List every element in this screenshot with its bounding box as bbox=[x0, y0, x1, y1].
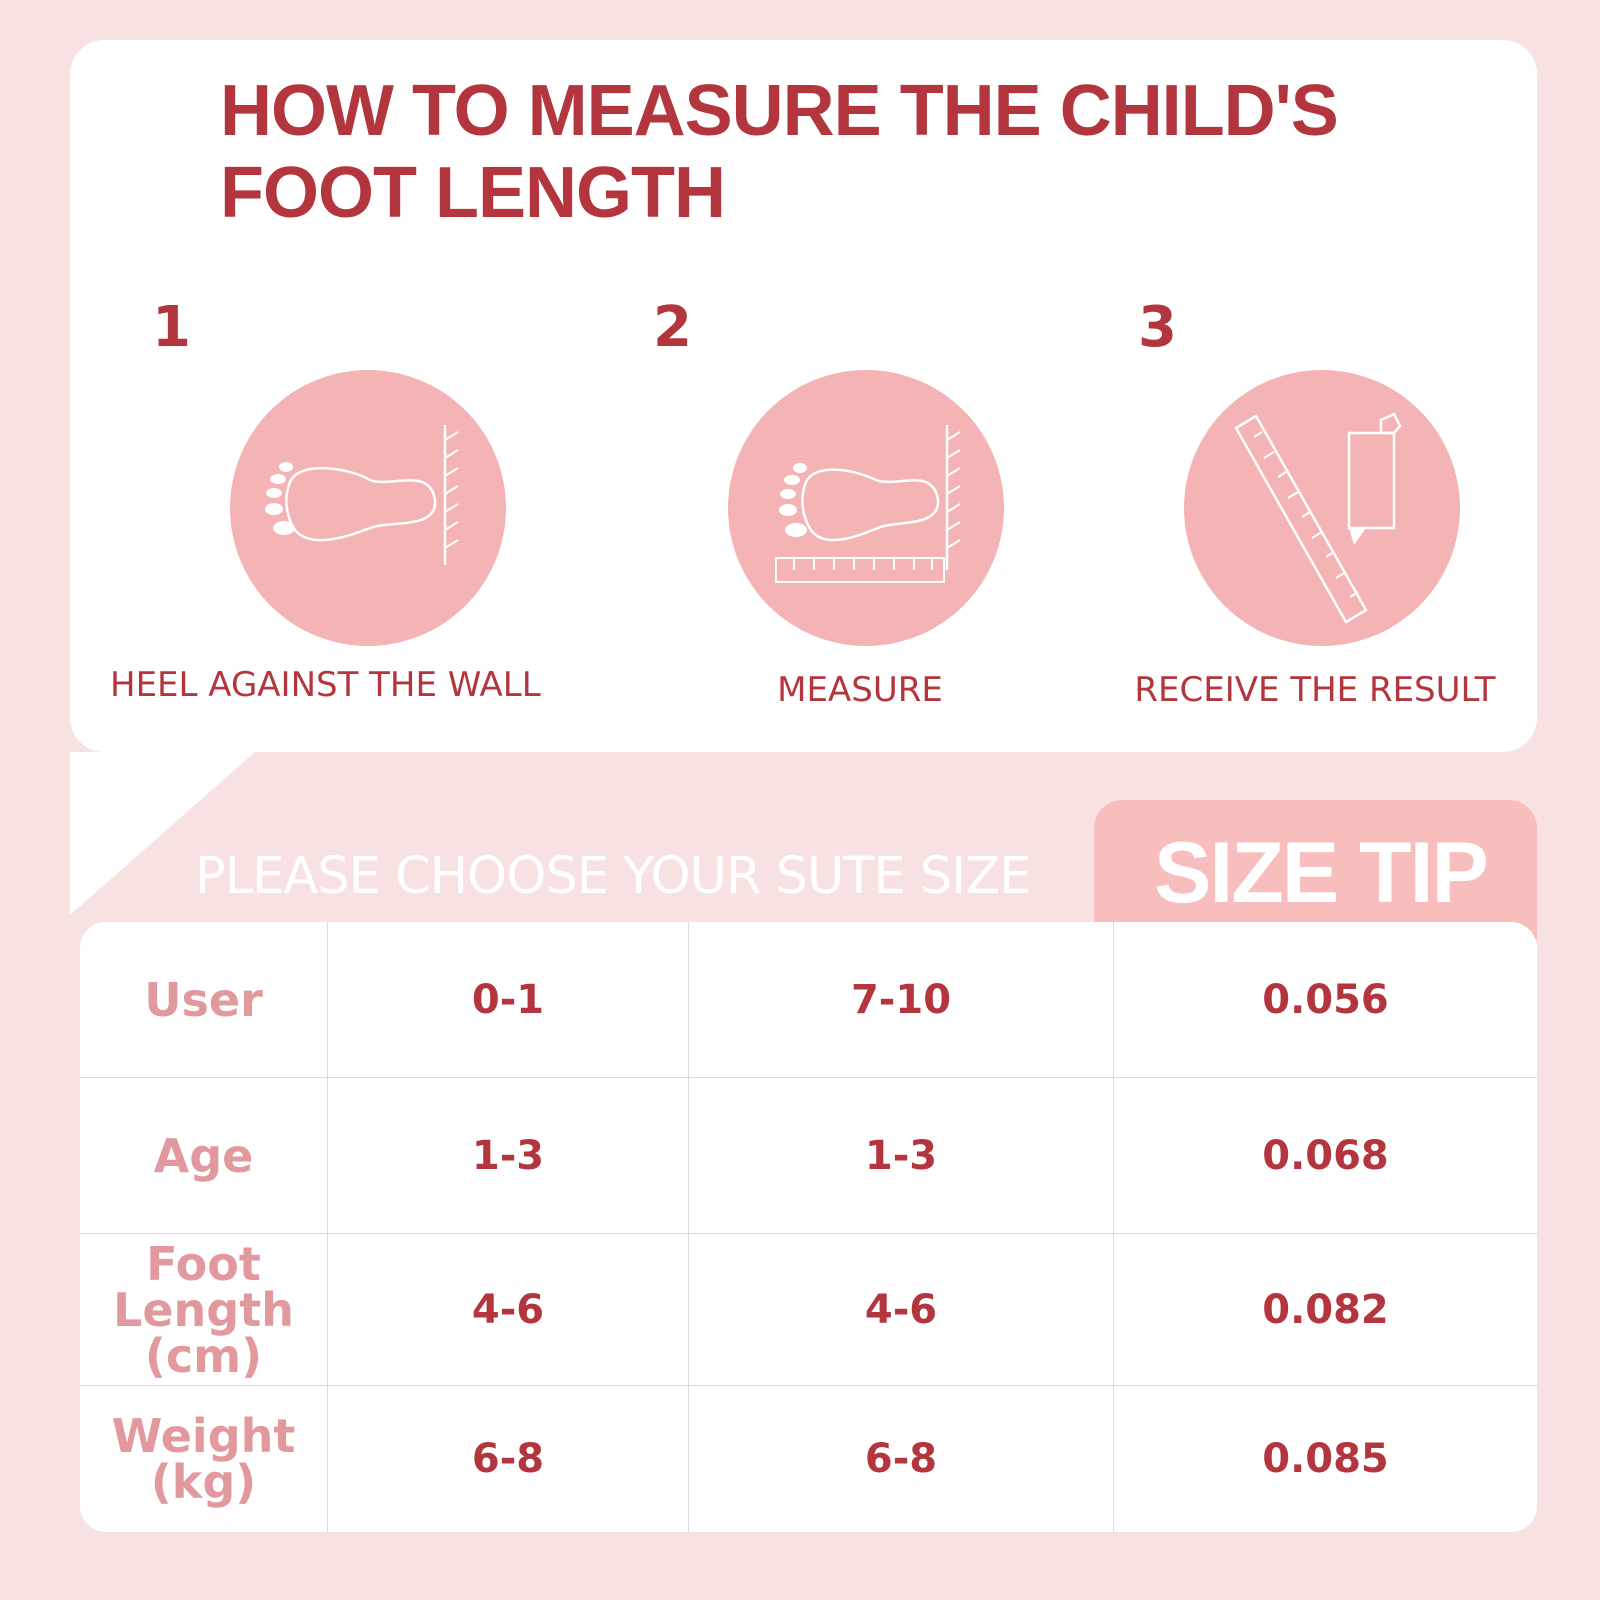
table-cell: 6-8 bbox=[688, 1386, 1113, 1532]
table-row: Weight (kg) 6-8 6-8 0.085 bbox=[80, 1386, 1537, 1532]
row-header-user: User bbox=[144, 972, 263, 1027]
step-2: 2 bbox=[610, 295, 1110, 735]
step-1-circle bbox=[230, 370, 506, 646]
table-row: Foot Length (cm) 4-6 4-6 0.082 bbox=[80, 1234, 1537, 1386]
step-3-number: 3 bbox=[1138, 295, 1177, 360]
size-tip-title: SIZE TIP bbox=[1154, 825, 1489, 921]
row-header-foot-length: Foot Length (cm) bbox=[113, 1236, 294, 1383]
card-corner-pointer bbox=[70, 752, 255, 915]
table-cell: 0-1 bbox=[327, 922, 688, 1077]
size-table: User 0-1 7-10 0.056 Age 1-3 1-3 0.068 Fo… bbox=[80, 922, 1537, 1532]
table-cell: 7-10 bbox=[688, 922, 1113, 1077]
step-1-label: HEEL AGAINST THE WALL bbox=[110, 665, 541, 705]
step-3-circle bbox=[1184, 370, 1460, 646]
step-3: 3 RECEIVE THE RESUL bbox=[1080, 295, 1580, 735]
row-header-age: Age bbox=[153, 1128, 254, 1183]
size-tip-tab: SIZE TIP bbox=[1094, 800, 1537, 940]
table-row: User 0-1 7-10 0.056 bbox=[80, 922, 1537, 1078]
table-cell: 0.068 bbox=[1113, 1078, 1537, 1233]
table-cell: 0.056 bbox=[1113, 922, 1537, 1077]
ruler-and-pencil-icon bbox=[1234, 412, 1402, 624]
instructions-card: HOW TO MEASURE THE CHILD'S FOOT LENGTH 1 bbox=[70, 40, 1537, 752]
step-1-number: 1 bbox=[152, 295, 191, 360]
table-row: Age 1-3 1-3 0.068 bbox=[80, 1078, 1537, 1234]
page-title: HOW TO MEASURE THE CHILD'S FOOT LENGTH bbox=[220, 71, 1339, 233]
step-2-circle bbox=[728, 370, 1004, 646]
table-cell: 0.085 bbox=[1113, 1386, 1537, 1532]
table-cell: 4-6 bbox=[688, 1234, 1113, 1385]
step-2-number: 2 bbox=[653, 295, 692, 360]
size-banner: PLEASE CHOOSE YOUR SUTE SIZE bbox=[195, 847, 1031, 906]
step-2-label: MEASURE bbox=[777, 670, 943, 710]
table-cell: 0.082 bbox=[1113, 1234, 1537, 1385]
step-3-label: RECEIVE THE RESULT bbox=[1134, 670, 1496, 710]
table-cell: 6-8 bbox=[327, 1386, 688, 1532]
step-1: 1 HEEL AGAINST bbox=[110, 295, 610, 735]
foot-against-wall-icon bbox=[265, 425, 459, 565]
table-cell: 4-6 bbox=[327, 1234, 688, 1385]
table-cell: 1-3 bbox=[688, 1078, 1113, 1233]
foot-with-ruler-icon bbox=[775, 425, 961, 583]
row-header-weight: Weight (kg) bbox=[111, 1409, 296, 1509]
table-cell: 1-3 bbox=[327, 1078, 688, 1233]
